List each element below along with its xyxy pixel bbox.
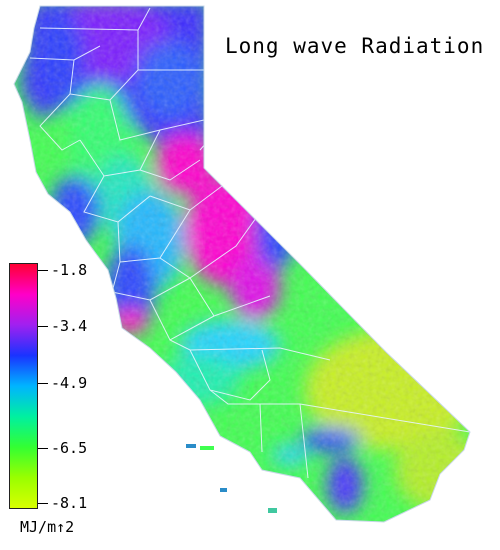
state-outline <box>13 5 471 523</box>
legend-tick <box>38 448 48 449</box>
map-title: Long wave Radiation <box>225 34 485 58</box>
legend-label-4: -6.5 <box>51 439 88 457</box>
legend-tick <box>38 326 48 327</box>
legend-units: MJ/m↑2 <box>20 518 75 536</box>
legend-label-min: -8.1 <box>51 494 88 512</box>
county-boundaries <box>29 7 470 479</box>
legend-color-bar <box>9 263 38 509</box>
legend-label-max: -1.8 <box>51 261 88 279</box>
legend-tick <box>38 270 48 271</box>
legend-label-2: -3.4 <box>51 317 88 335</box>
channel-islands <box>186 444 277 513</box>
legend-label-3: -4.9 <box>51 374 88 392</box>
legend-tick <box>38 503 48 504</box>
legend-tick <box>38 383 48 384</box>
